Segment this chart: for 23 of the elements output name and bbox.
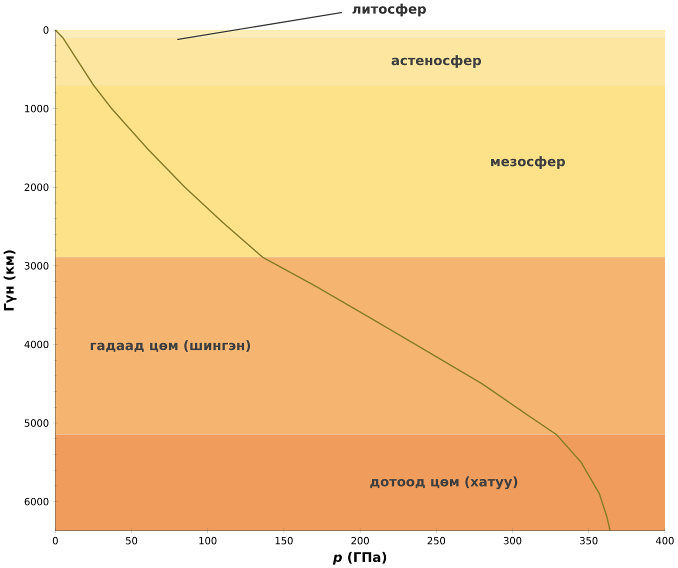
y-tick-label: 6000 <box>24 498 48 506</box>
x-tick-label: 0 <box>52 536 58 544</box>
band-label: дотоод цөм (хатуу) <box>370 476 518 490</box>
x-axis-title: p (ГПа) <box>332 552 386 564</box>
band-label: астеносфер <box>392 54 482 68</box>
band-label: мезосфер <box>491 156 565 169</box>
x-tick-label: 50 <box>126 536 138 544</box>
y-tick-label: 2000 <box>24 183 48 191</box>
band-label: литосфер <box>352 4 426 16</box>
x-tick-label: 200 <box>351 536 369 544</box>
y-tick-label: 0 <box>43 26 48 34</box>
x-tick-label: 150 <box>276 536 293 544</box>
y-tick-label: 4000 <box>24 340 48 348</box>
y-axis-title: Гүн (км) <box>4 250 16 310</box>
y-tick-label: 3000 <box>24 262 48 270</box>
x-tick-label: 400 <box>656 536 674 544</box>
x-tick-label: 300 <box>504 536 522 544</box>
band-label: гадаад цөм (шингэн) <box>90 340 250 352</box>
x-tick-label: 100 <box>199 536 216 544</box>
x-tick-label: 350 <box>580 536 598 544</box>
y-tick-label: 1000 <box>25 104 48 112</box>
y-tick-label: 5000 <box>24 419 48 427</box>
x-tick-label: 250 <box>428 536 446 544</box>
